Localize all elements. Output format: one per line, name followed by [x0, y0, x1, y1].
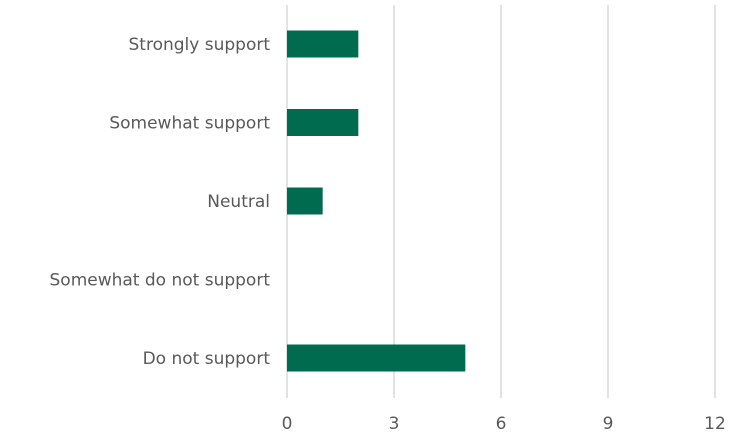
category-label: Somewhat do not support — [50, 271, 271, 291]
x-tick-label: 0 — [282, 414, 293, 433]
x-tick-label: 3 — [389, 414, 400, 433]
x-tick-labels: 0 3 6 9 12 — [282, 414, 726, 433]
x-tick-label: 9 — [603, 414, 614, 433]
gridlines — [286, 5, 716, 398]
bar — [287, 344, 466, 372]
bar — [287, 109, 359, 136]
bar — [287, 30, 359, 58]
x-tick-label: 6 — [496, 414, 507, 433]
bars — [287, 30, 466, 372]
x-tick-label: 12 — [704, 414, 726, 433]
category-labels: Strongly support Somewhat support Neutral S… — [50, 35, 271, 369]
category-label: Neutral — [207, 192, 270, 212]
category-label: Somewhat support — [109, 114, 270, 134]
category-label: Do not support — [143, 349, 271, 369]
category-label: Strongly support — [129, 35, 271, 55]
bar — [287, 187, 323, 215]
